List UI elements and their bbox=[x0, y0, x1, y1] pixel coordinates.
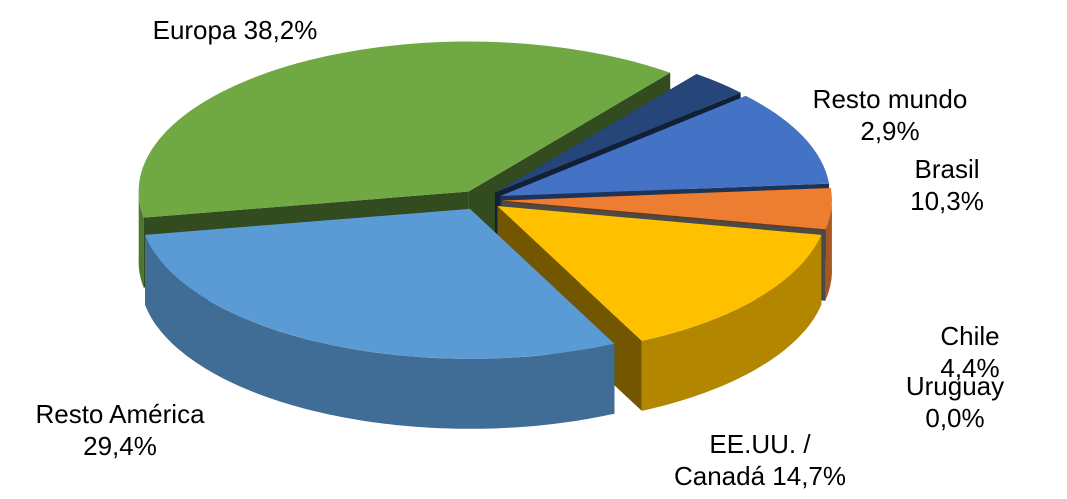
slice-tops bbox=[138, 41, 832, 359]
slice-top bbox=[494, 73, 741, 193]
slice-wall bbox=[138, 189, 144, 288]
slice-top bbox=[500, 95, 830, 197]
data-label: Europa 38,2% bbox=[152, 15, 318, 45]
slice-top bbox=[501, 188, 832, 230]
slice-wall bbox=[641, 234, 822, 411]
slice-top bbox=[497, 206, 822, 341]
slice-top bbox=[138, 41, 671, 218]
data-label: EE.UU. / Canadá 14,7% bbox=[673, 429, 847, 491]
data-label: Brasil 10,3% bbox=[910, 154, 984, 216]
data-label: Resto América 29,4% bbox=[35, 399, 205, 461]
data-label: Chile 4,4% bbox=[940, 321, 1000, 383]
data-label: Resto mundo 2,9% bbox=[812, 84, 968, 146]
slice-wall bbox=[825, 198, 832, 300]
slice-top bbox=[145, 208, 615, 359]
slice-wall bbox=[145, 234, 615, 429]
data-label: Uruguay 0,0% bbox=[905, 371, 1005, 433]
